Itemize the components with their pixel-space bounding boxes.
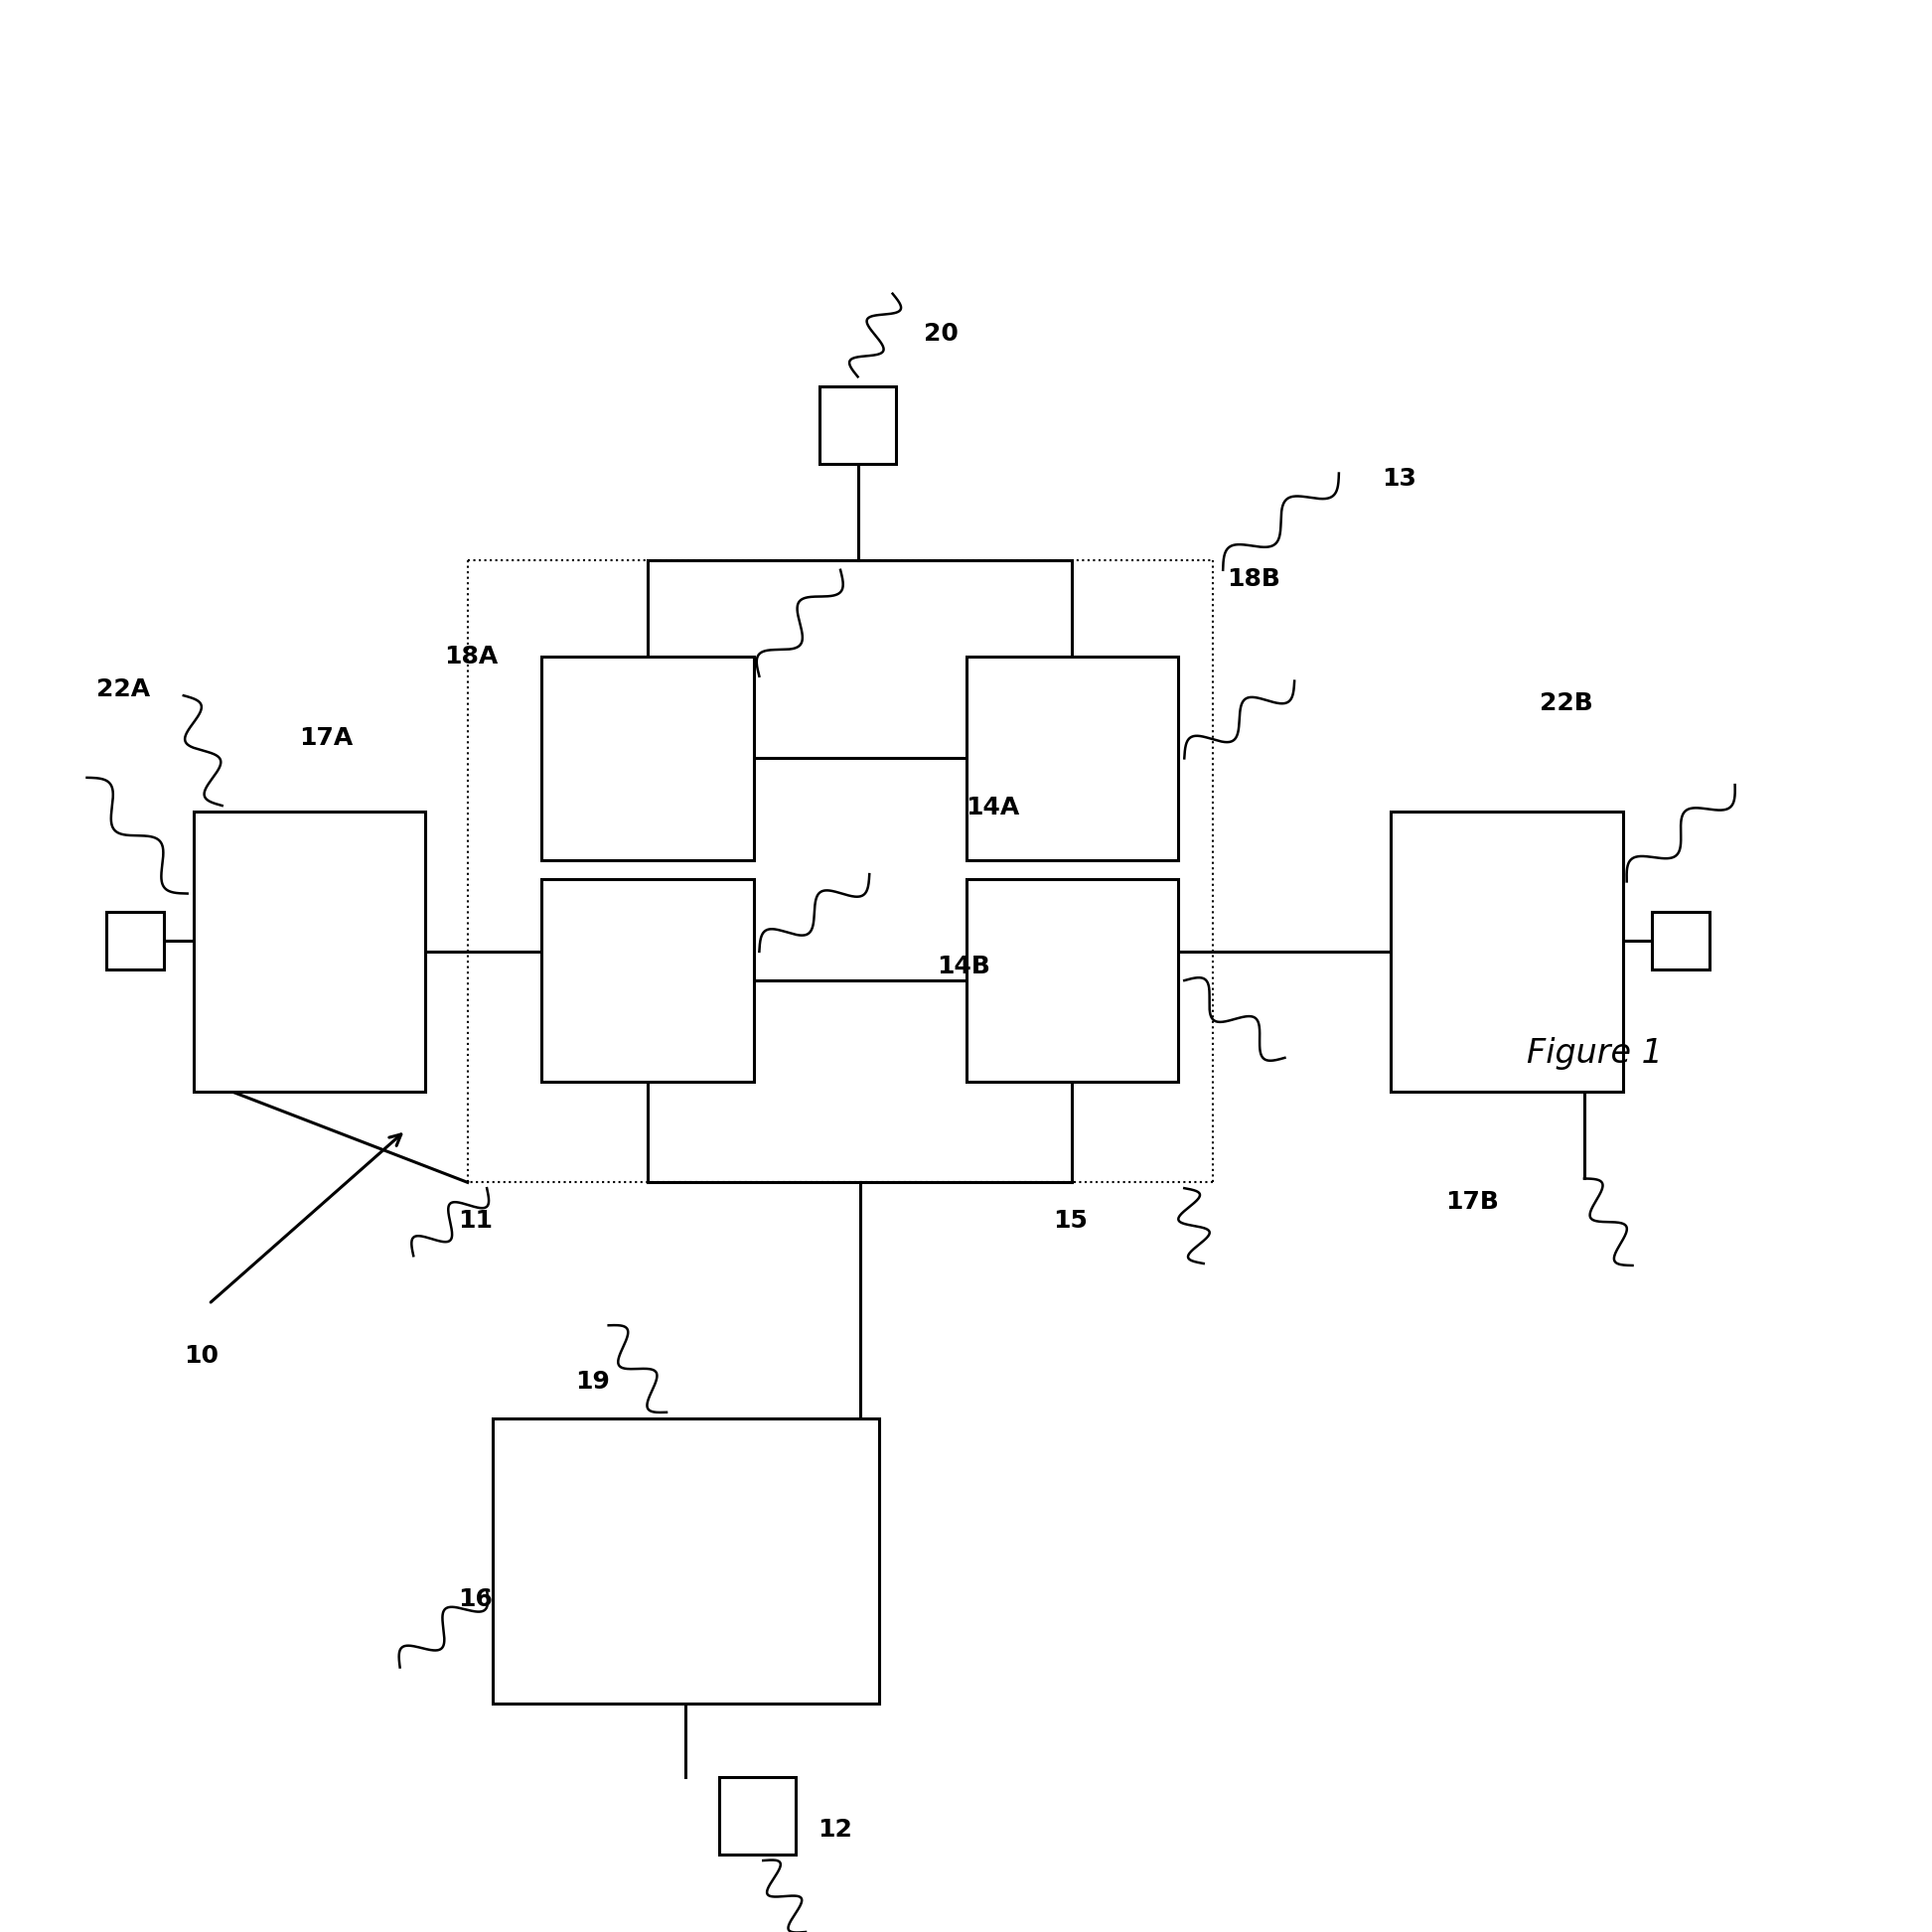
Text: 22B: 22B — [1540, 692, 1594, 715]
Text: 14B: 14B — [937, 954, 991, 978]
Text: 22A: 22A — [97, 678, 151, 701]
Text: 15: 15 — [1053, 1209, 1088, 1233]
Text: 17B: 17B — [1445, 1190, 1499, 1213]
Bar — [193, 811, 425, 1092]
Bar — [966, 657, 1179, 860]
Text: 19: 19 — [576, 1370, 611, 1393]
Bar — [1652, 912, 1710, 970]
Text: 18A: 18A — [444, 645, 498, 668]
Bar — [1391, 811, 1623, 1092]
Bar — [493, 1418, 879, 1704]
Text: Figure 1: Figure 1 — [1526, 1037, 1662, 1068]
Text: 14A: 14A — [966, 796, 1020, 819]
Text: 11: 11 — [458, 1209, 493, 1233]
Bar — [541, 879, 753, 1082]
Bar — [106, 912, 164, 970]
Text: 12: 12 — [817, 1818, 852, 1841]
Bar — [819, 386, 896, 464]
Text: 17A: 17A — [299, 726, 354, 750]
Text: 18B: 18B — [1227, 568, 1281, 591]
Text: 16: 16 — [458, 1588, 493, 1611]
Bar — [966, 879, 1179, 1082]
Bar — [719, 1777, 796, 1855]
Text: 20: 20 — [923, 323, 958, 346]
Text: 10: 10 — [184, 1345, 218, 1368]
Text: 13: 13 — [1381, 468, 1416, 491]
Bar — [541, 657, 753, 860]
